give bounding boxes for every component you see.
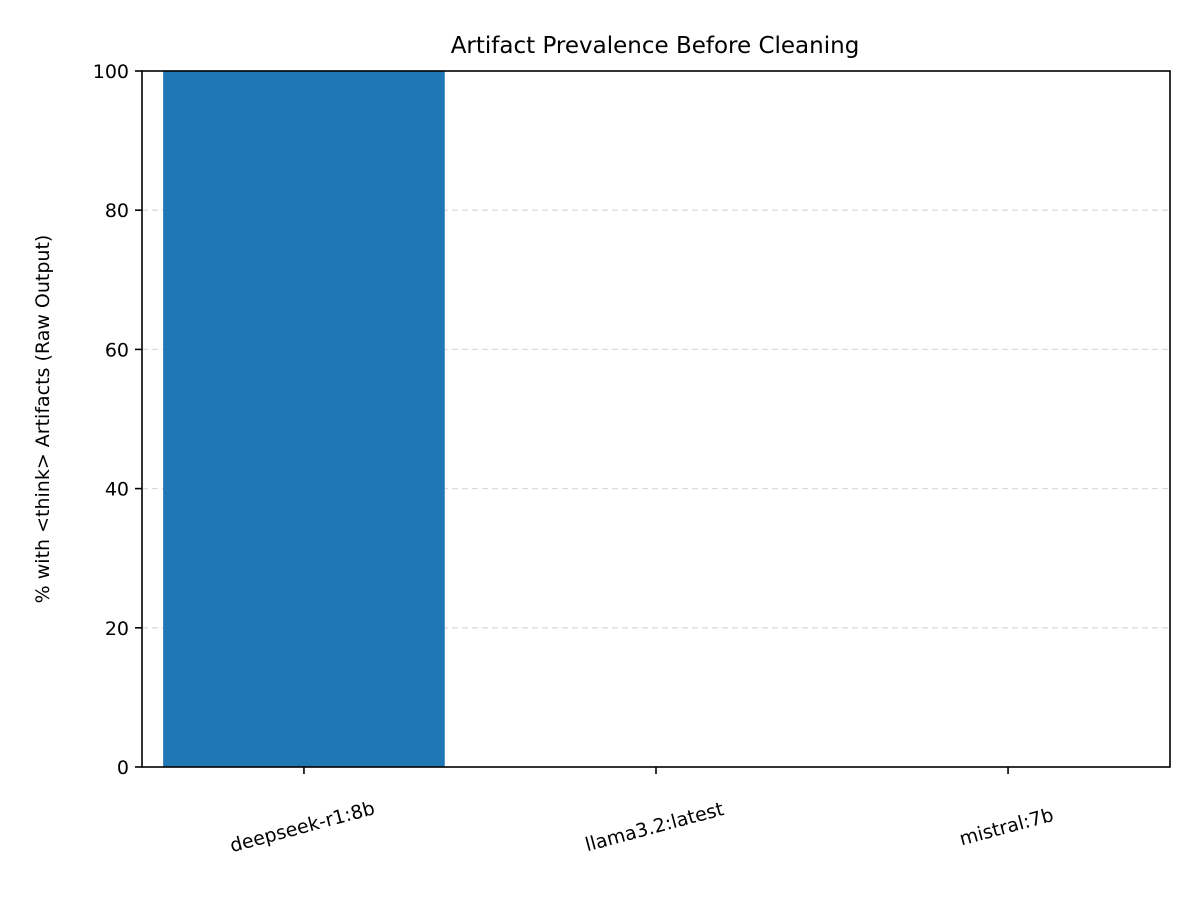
bars bbox=[163, 71, 445, 767]
y-tick-label: 40 bbox=[105, 479, 129, 501]
x-tick-label: llama3.2:latest bbox=[583, 798, 726, 856]
x-tick-label: deepseek-r1:8b bbox=[228, 797, 378, 857]
y-axis-label: % with <think> Artifacts (Raw Output) bbox=[32, 235, 54, 604]
y-axis-ticks: 0 20 40 60 80 100 bbox=[93, 61, 142, 779]
y-tick-label: 80 bbox=[105, 200, 129, 222]
y-tick-label: 0 bbox=[117, 757, 129, 779]
x-axis-ticks: deepseek-r1:8b llama3.2:latest mistral:7b bbox=[228, 767, 1056, 857]
y-tick-label: 20 bbox=[105, 618, 129, 640]
bar bbox=[163, 71, 445, 767]
y-tick-label: 100 bbox=[93, 61, 129, 83]
y-tick-label: 60 bbox=[105, 339, 129, 361]
x-tick-label: mistral:7b bbox=[957, 804, 1056, 850]
chart-title: Artifact Prevalence Before Cleaning bbox=[451, 33, 860, 59]
